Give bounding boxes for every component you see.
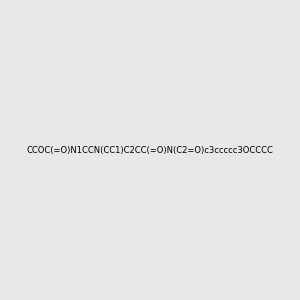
Text: CCOC(=O)N1CCN(CC1)C2CC(=O)N(C2=O)c3ccccc3OCCCC: CCOC(=O)N1CCN(CC1)C2CC(=O)N(C2=O)c3ccccc… — [27, 146, 273, 154]
